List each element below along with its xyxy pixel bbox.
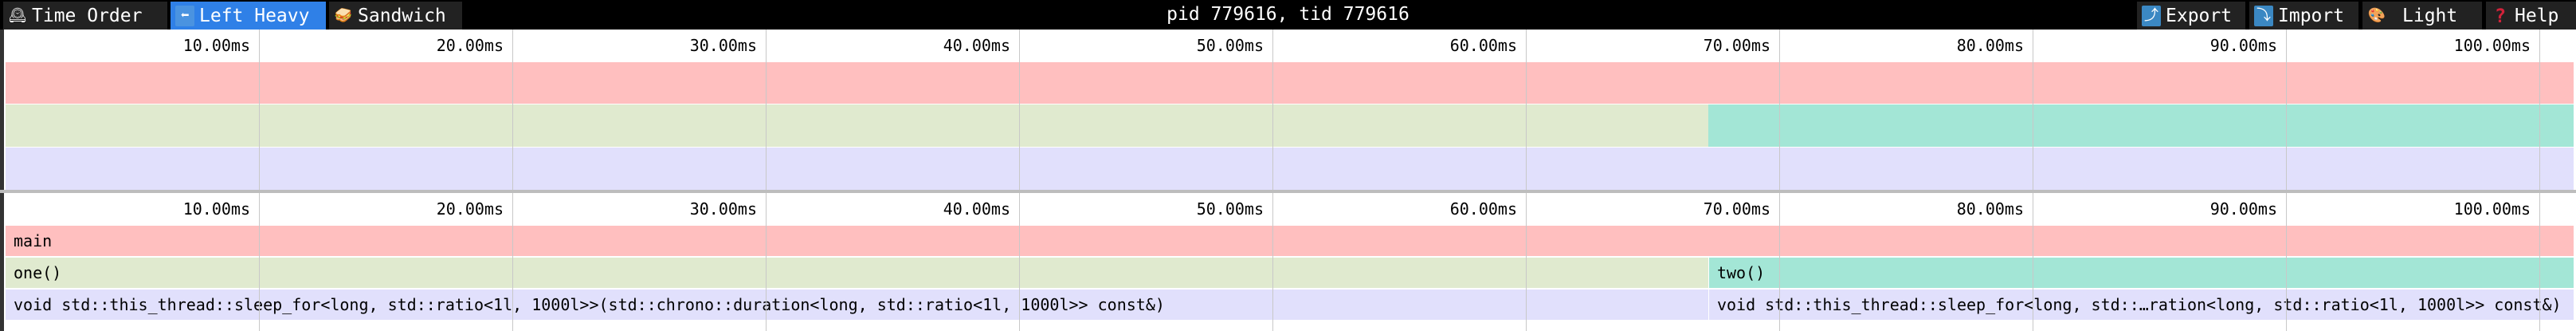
overview-frame	[1708, 148, 2574, 190]
gridline	[1526, 193, 1527, 331]
gridline	[259, 30, 260, 190]
overview-frame	[6, 62, 2574, 104]
help-label: Help	[2515, 5, 2559, 26]
gridline	[259, 193, 260, 331]
palette-icon: 🎨	[2367, 6, 2386, 24]
flame-frame[interactable]: void std::this_thread::sleep_for<long, s…	[6, 290, 1708, 320]
gridline	[2286, 193, 2287, 331]
tab-label: Left Heavy	[199, 5, 310, 26]
import-arrow-icon: ⤵	[2254, 5, 2273, 26]
gridline	[2286, 30, 2287, 190]
tab-sandwich[interactable]: 🥪 Sandwich	[329, 2, 462, 30]
gridline	[2539, 30, 2540, 190]
gridline	[1526, 30, 1527, 190]
flamegraph-time-axis: 10.00ms 20.00ms 30.00ms 40.00ms 50.00ms 60.00…	[4, 193, 2576, 226]
overview-frame	[1708, 104, 2574, 147]
gridline	[1019, 30, 1020, 190]
toolbar: pid 779616, tid 779616 🕰 Time Order ⬅ Le…	[0, 0, 2576, 30]
gridline	[1019, 193, 1020, 331]
tick-label: 50.00ms	[1196, 199, 1264, 219]
tab-left-heavy[interactable]: ⬅ Left Heavy	[171, 2, 326, 30]
tick-label: 80.00ms	[1956, 36, 2024, 55]
tick-label: 80.00ms	[1956, 199, 2024, 219]
left-border	[0, 30, 4, 331]
sandwich-icon: 🥪	[334, 6, 353, 24]
tick-label: 100.00ms	[2453, 199, 2531, 219]
tick-label: 60.00ms	[1449, 199, 1517, 219]
gridline	[2539, 193, 2540, 331]
tab-label: Time Order	[32, 5, 143, 26]
tick-label: 20.00ms	[436, 199, 504, 219]
tick-label: 90.00ms	[2209, 199, 2277, 219]
profile-title: pid 779616, tid 779616	[1166, 4, 1410, 25]
tick-label: 60.00ms	[1449, 36, 1517, 55]
tick-label: 10.00ms	[182, 199, 250, 219]
gridline	[512, 30, 513, 190]
tick-label: 40.00ms	[943, 36, 1010, 55]
export-arrow-icon: ⤴	[2142, 5, 2161, 26]
gridline	[766, 30, 767, 190]
import-label: Import	[2278, 5, 2345, 26]
export-button[interactable]: ⤴ Export	[2137, 2, 2245, 30]
mantel-clock-icon: 🕰	[8, 6, 27, 24]
tab-time-order[interactable]: 🕰 Time Order	[3, 2, 167, 30]
left-arrow-icon: ⬅	[175, 5, 194, 26]
tick-label: 30.00ms	[689, 199, 757, 219]
flame-frame[interactable]: one()	[6, 258, 1708, 288]
tick-label: 10.00ms	[182, 36, 250, 55]
tick-label: 100.00ms	[2453, 36, 2531, 55]
gridline	[1779, 30, 1780, 190]
gridline	[1779, 193, 1780, 331]
resize-divider[interactable]	[0, 190, 2576, 193]
flame-frame[interactable]: two()	[1708, 258, 2574, 288]
gridline	[1272, 193, 1273, 331]
flame-frame[interactable]: void std::this_thread::sleep_for<long, s…	[1708, 290, 2574, 320]
tick-label: 30.00ms	[689, 36, 757, 55]
tick-label: 90.00ms	[2209, 36, 2277, 55]
tick-label: 40.00ms	[943, 199, 1010, 219]
theme-toggle-button[interactable]: 🎨 Light	[2362, 2, 2482, 30]
overview-frame	[6, 148, 1708, 190]
help-button[interactable]: ? Help	[2486, 2, 2576, 30]
import-button[interactable]: ⤵ Import	[2249, 2, 2358, 30]
tick-label: 50.00ms	[1196, 36, 1264, 55]
gridline	[1272, 30, 1273, 190]
flame-frame[interactable]: main	[6, 226, 2574, 256]
overview-time-axis: 10.00ms 20.00ms 30.00ms 40.00ms 50.00ms 60.00…	[4, 30, 2576, 62]
tab-label: Sandwich	[358, 5, 446, 26]
question-mark-icon: ?	[2494, 4, 2507, 27]
tick-label: 20.00ms	[436, 36, 504, 55]
export-label: Export	[2166, 5, 2233, 26]
tick-label: 70.00ms	[1703, 199, 1770, 219]
gridline	[766, 193, 767, 331]
tick-label: 70.00ms	[1703, 36, 1770, 55]
overview-frame	[6, 104, 1708, 147]
theme-label: Light	[2402, 5, 2458, 26]
gridline	[512, 193, 513, 331]
